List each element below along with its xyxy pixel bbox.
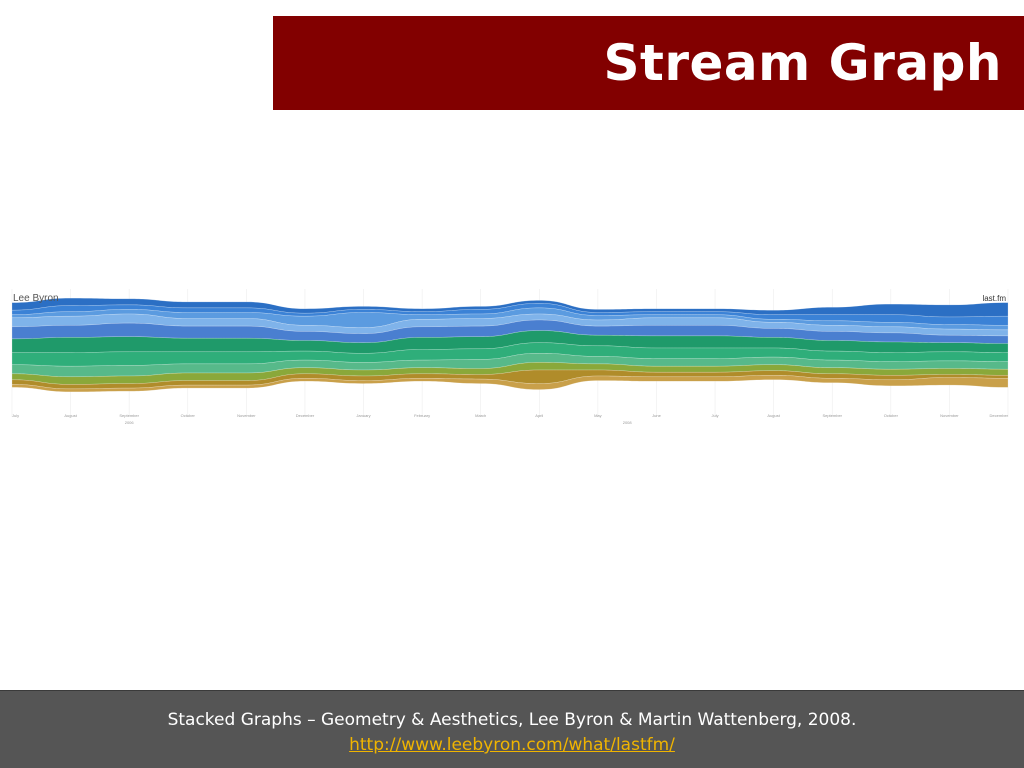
title-bar: Stream Graph	[273, 16, 1024, 110]
x-tick-label: October	[884, 413, 899, 418]
year-labels: 2006 2008	[125, 420, 633, 425]
x-tick-label: December	[990, 413, 1009, 418]
x-tick-label: November	[237, 413, 256, 418]
x-tick-label: February	[414, 413, 430, 418]
source-link[interactable]: http://www.leebyron.com/what/lastfm/	[349, 735, 675, 755]
brand-label: last.fm	[982, 294, 1006, 303]
x-tick-label: October	[181, 413, 196, 418]
x-tick-label: April	[535, 413, 543, 418]
streamgraph-svg: Lee Byron last.fm July August September Oct…	[11, 289, 1009, 425]
x-tick-label: September	[119, 413, 139, 418]
x-tick-label: March	[475, 413, 486, 418]
x-tick-label: December	[296, 413, 315, 418]
x-tick-label: August	[767, 413, 780, 418]
slide-title: Stream Graph	[603, 34, 1002, 92]
footer: Stacked Graphs – Geometry & Aesthetics, …	[0, 690, 1024, 768]
x-tick-label: June	[652, 413, 661, 418]
stream-layer-11	[11, 375, 1009, 393]
x-tick-label: May	[594, 413, 602, 418]
x-tick-label: July	[12, 413, 19, 418]
citation-text: Stacked Graphs – Geometry & Aesthetics, …	[167, 710, 857, 730]
streamgraph-chart: Lee Byron last.fm July August September Oct…	[8, 287, 1012, 429]
year-label: 2006	[125, 420, 135, 425]
x-tick-labels: July August September October November Decemb…	[12, 413, 1009, 418]
x-tick-label: July	[711, 413, 718, 418]
stream-layers	[11, 297, 1009, 393]
x-tick-label: September	[822, 413, 842, 418]
year-label: 2008	[623, 420, 633, 425]
x-tick-label: November	[940, 413, 959, 418]
author-label: Lee Byron	[13, 293, 59, 304]
x-tick-label: January	[356, 413, 370, 418]
x-tick-label: August	[64, 413, 77, 418]
